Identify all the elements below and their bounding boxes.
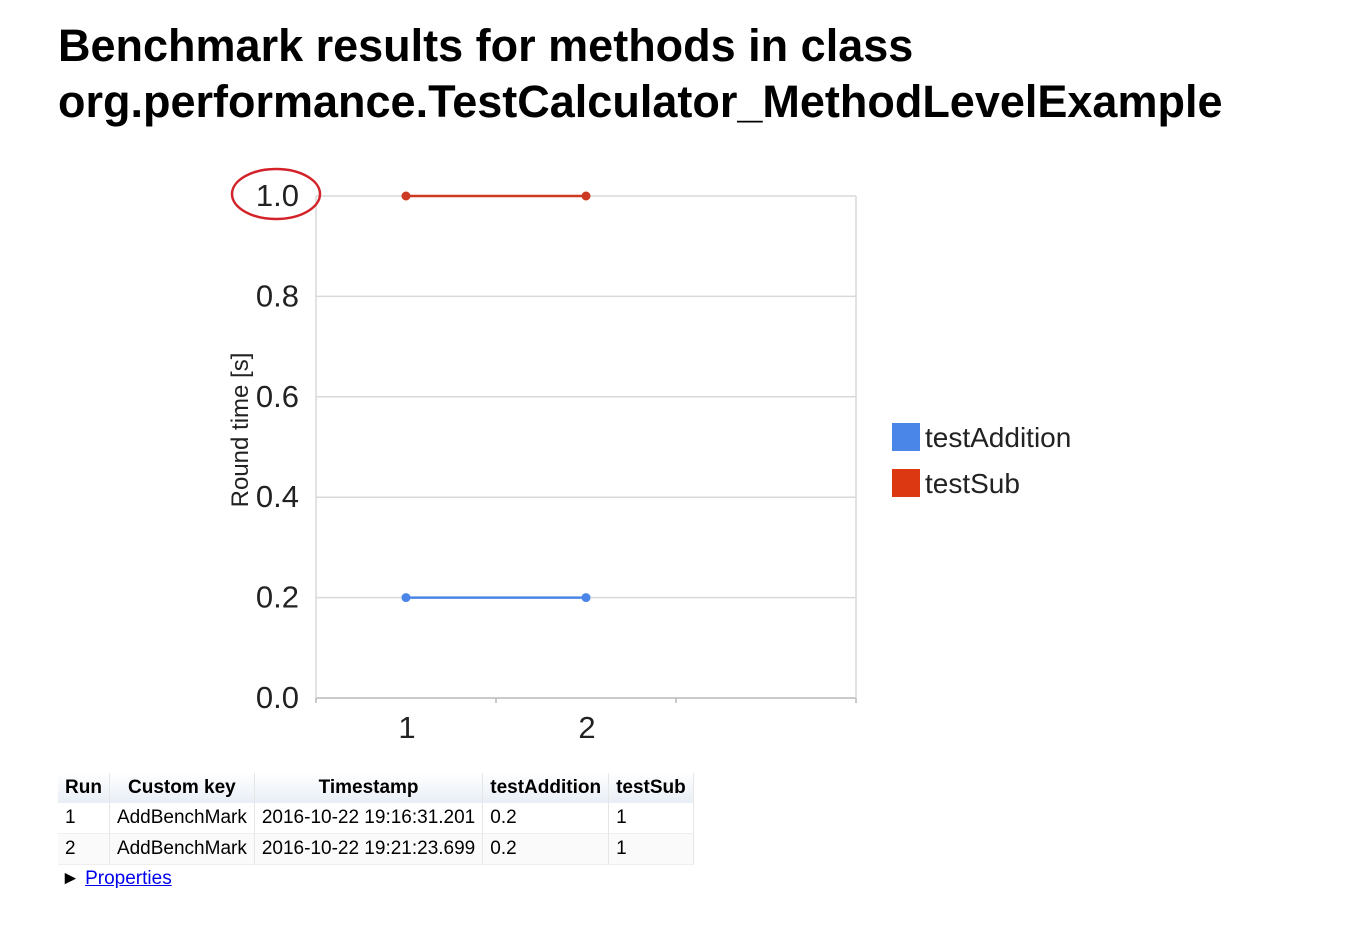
table-cell: 1 — [608, 803, 694, 834]
table-cell: 1 — [58, 803, 110, 834]
table-row: 1 AddBenchMark 2016-10-22 19:16:31.201 0… — [58, 803, 694, 834]
data-point-testAddition[interactable] — [401, 593, 411, 603]
data-point-testAddition[interactable] — [581, 593, 591, 603]
table-row: 2 AddBenchMark 2016-10-22 19:21:23.699 0… — [58, 833, 694, 865]
page-title-line-1: Benchmark results for methods in class — [58, 20, 914, 71]
table-cell: AddBenchMark — [109, 833, 255, 865]
legend-swatch-testAddition — [892, 423, 920, 451]
y-tick-label: 0.0 — [256, 680, 299, 715]
table-cell: 0.2 — [482, 833, 610, 865]
x-tick-label: 2 — [578, 710, 595, 745]
properties-link[interactable]: Properties — [85, 868, 172, 889]
properties-toggle[interactable]: ► Properties — [61, 868, 172, 890]
y-axis-label: Round time [s] — [227, 353, 254, 508]
table-cell: AddBenchMark — [109, 803, 255, 834]
column-header-timestamp[interactable]: Timestamp — [254, 773, 484, 803]
column-header-run[interactable]: Run — [58, 773, 110, 803]
legend-swatch-testSub — [892, 469, 920, 497]
y-tick-label: 0.6 — [256, 379, 299, 414]
y-tick-label: 0.8 — [256, 278, 299, 313]
y-tick-label: 0.4 — [256, 479, 299, 514]
table-cell: 0.2 — [482, 803, 610, 834]
data-point-testSub[interactable] — [401, 191, 411, 201]
data-point-testSub[interactable] — [581, 191, 591, 201]
column-header-test-addition[interactable]: testAddition — [482, 773, 610, 803]
table-header-row: Run Custom key Timestamp testAddition te… — [58, 773, 694, 803]
table-cell: 2 — [58, 833, 110, 865]
line-chart: 0.0 0.2 0.4 0.6 0.8 1.0 1 2 Round time [s] testAd… — [227, 167, 1071, 745]
page-title: Benchmark results for methods in class o… — [58, 18, 1348, 130]
column-header-test-sub[interactable]: testSub — [608, 773, 694, 803]
page-title-line-2: org.performance.TestCalculator_MethodLev… — [58, 76, 1223, 127]
legend-label-testAddition: testAddition — [925, 422, 1071, 453]
y-tick-label: 0.2 — [256, 580, 299, 615]
annotation-circle — [230, 167, 322, 221]
column-header-custom-key[interactable]: Custom key — [109, 773, 255, 803]
y-tick-label: 1.0 — [256, 178, 299, 213]
expand-arrow-icon: ► — [61, 868, 80, 889]
results-table: Run Custom key Timestamp testAddition te… — [58, 773, 694, 865]
table-cell: 2016-10-22 19:21:23.699 — [254, 833, 484, 865]
x-tick-label: 1 — [398, 710, 415, 745]
legend-label-testSub: testSub — [925, 468, 1020, 499]
table-cell: 1 — [608, 833, 694, 865]
table-cell: 2016-10-22 19:16:31.201 — [254, 803, 484, 834]
